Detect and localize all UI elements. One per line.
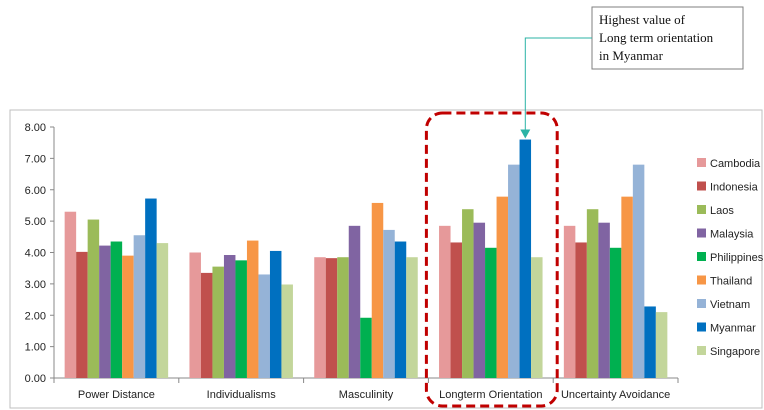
x-tick-label: Uncertainty Avoidance [561,389,670,401]
bar-indonesia-masculinity [325,258,338,378]
bar-malaysia-uncertainty-avoidance [598,222,610,378]
legend-swatch-malaysia [697,228,706,238]
x-tick-label: Power Distance [78,389,155,401]
highlight-box [424,111,559,408]
bar-indonesia-longterm-orientation [450,242,463,378]
legend-label-philippines: Philippines [710,252,764,264]
bar-singapore-individualisms [281,284,293,378]
callout-text-line: Long term orientation [599,30,714,45]
y-tick-label: 7.00 [25,153,46,165]
bar-philippines-masculinity [360,317,372,378]
legend-label-singapore: Singapore [710,346,760,358]
bar-thailand-uncertainty-avoidance [621,196,633,378]
y-axis: 0.00 1.00 2.00 3.00 4.00 5.00 6.00 7.00 8.00 [25,122,55,385]
bar-thailand-longterm-orientation [496,196,509,378]
x-tick-label: Individualisms [207,389,277,401]
legend-label-indonesia: Indonesia [710,182,759,194]
bar-malaysia-power-distance [99,245,111,378]
y-tick-label: 1.00 [25,342,46,354]
bar-cambodia-uncertainty-avoidance [563,225,576,378]
legend-label-myanmar: Myanmar [710,323,756,335]
y-tick-label: 6.00 [25,185,46,197]
bar-philippines-longterm-orientation [485,247,497,378]
bar-myanmar-power-distance [145,198,157,378]
bar-thailand-power-distance [122,255,134,378]
bar-philippines-uncertainty-avoidance [609,247,622,378]
bar-indonesia-uncertainty-avoidance [575,242,587,378]
legend-swatch-singapore [697,346,706,355]
callout-leader-line [524,37,592,138]
y-tick-label: 4.00 [25,248,46,260]
x-tick-label: Masculinity [339,389,394,401]
legend-label-thailand: Thailand [710,276,752,288]
bar-myanmar-individualisms [269,250,282,378]
bar-malaysia-masculinity [348,225,361,378]
legend-label-malaysia: Malaysia [710,229,754,241]
y-tick-label: 0.00 [25,373,46,385]
bar-philippines-power-distance [110,241,123,378]
annotation-callout: Highest value of Long term orientation in … [520,6,744,139]
legend-swatch-philippines [697,252,706,261]
x-axis [53,377,679,383]
legend-label-vietnam: Vietnam [710,299,750,311]
x-tick-label: Longterm Orientation [439,389,542,401]
bar-thailand-masculinity [371,202,384,378]
bar-laos-longterm-orientation [462,209,474,378]
bar-cambodia-longterm-orientation [439,225,451,378]
bar-cambodia-power-distance [64,211,77,378]
bar-indonesia-individualisms [200,272,213,378]
legend-swatch-thailand [697,275,706,285]
plot-frame [9,109,763,409]
bar-vietnam-power-distance [133,235,146,378]
bar-vietnam-individualisms [258,274,270,378]
y-tick-label: 2.00 [25,310,46,322]
legend: Cambodia Indonesia Laos Malaysia Philippines… [697,158,764,358]
callout-box [591,6,744,70]
callout-text-line: in Myanmar [599,48,664,63]
bar-series-group [64,139,668,378]
legend-swatch-myanmar [697,322,706,332]
bar-singapore-longterm-orientation [531,257,543,378]
legend-label-laos: Laos [710,205,734,217]
legend-swatch-indonesia [697,181,706,191]
bar-malaysia-individualisms [223,255,236,378]
bar-myanmar-uncertainty-avoidance [644,306,656,378]
category-labels: Power Distance Individualisms Masculinity L… [78,389,670,401]
bar-malaysia-longterm-orientation [473,222,486,378]
legend-swatch-cambodia [697,158,706,167]
bar-laos-uncertainty-avoidance [586,209,599,378]
bar-indonesia-power-distance [76,251,88,378]
bar-singapore-uncertainty-avoidance [655,312,668,378]
highlight-dashed-box [424,111,559,408]
legend-swatch-laos [697,205,706,214]
bar-singapore-power-distance [156,243,169,378]
bar-laos-masculinity [337,257,349,378]
bar-cambodia-masculinity [314,257,326,378]
bar-laos-individualisms [212,266,224,378]
bar-myanmar-masculinity [394,241,407,378]
callout-arrowhead [520,129,531,139]
y-tick-label: 5.00 [25,216,46,228]
legend-swatch-vietnam [697,299,706,308]
bar-philippines-individualisms [235,260,247,378]
bar-singapore-masculinity [406,257,418,378]
legend-label-cambodia: Cambodia [710,158,761,170]
bar-thailand-individualisms [246,240,259,378]
bar-vietnam-masculinity [383,229,395,378]
bar-laos-power-distance [87,219,100,378]
bar-cambodia-individualisms [189,252,201,378]
y-tick-label: 8.00 [25,122,46,134]
bar-myanmar-longterm-orientation [519,139,532,378]
y-tick-label: 3.00 [25,279,46,291]
bar-vietnam-uncertainty-avoidance [632,164,645,378]
bar-vietnam-longterm-orientation [508,164,520,378]
callout-text-line: Highest value of [599,12,686,27]
